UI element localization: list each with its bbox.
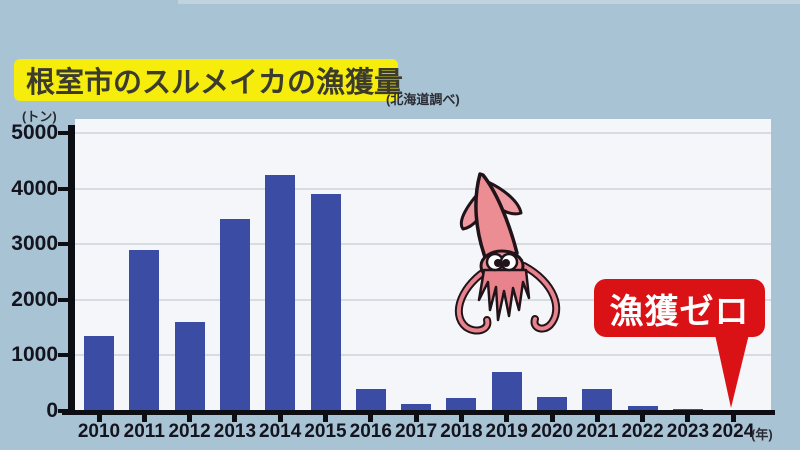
x-axis-tick-2012	[187, 415, 193, 422]
x-axis-tick-2021	[594, 415, 600, 422]
y-axis-tick-3000	[58, 242, 68, 247]
bar-2020	[537, 397, 567, 411]
bar-2022	[627, 406, 658, 411]
chart-title: 根室市のスルメイカの漁獲量	[26, 67, 404, 99]
x-axis-label-2010: 2010	[77, 421, 121, 442]
x-axis-label-2020: 2020	[530, 421, 574, 442]
bar-2018	[446, 398, 477, 411]
bar-2014	[265, 175, 296, 411]
x-axis-tick-2023	[685, 415, 691, 422]
source-note: (北海道調べ)	[386, 92, 460, 107]
gridline-3000	[75, 243, 771, 246]
x-axis-tick-2018	[458, 415, 464, 422]
y-axis-label-4000: 4000	[11, 176, 58, 200]
gridline-5000	[75, 132, 771, 134]
y-axis-tick-1000	[58, 353, 68, 358]
x-axis-tick-2010	[96, 415, 102, 422]
y-axis-tick-2000	[58, 297, 68, 302]
x-axis-line	[62, 410, 775, 415]
x-axis-tick-2015	[323, 415, 328, 422]
x-axis-tick-2020	[549, 415, 555, 422]
x-axis-tick-2019	[504, 415, 510, 422]
x-axis-tick-2024	[730, 415, 736, 422]
bar-2012	[174, 322, 205, 411]
zero-catch-callout: 漁獲ゼロ	[594, 279, 765, 337]
x-axis-label-2019: 2019	[485, 421, 528, 442]
x-axis-label-2022: 2022	[621, 421, 664, 442]
bar-2010	[84, 336, 114, 411]
y-axis-unit-label: (トン)	[22, 109, 57, 124]
x-axis-label-2014: 2014	[259, 421, 302, 442]
x-axis-tick-2013	[232, 415, 238, 422]
y-axis-label-1000: 1000	[11, 343, 58, 367]
x-axis-tick-2011	[141, 415, 147, 422]
x-axis-tick-2022	[640, 415, 646, 422]
bar-2016	[355, 389, 386, 411]
x-axis-label-2021: 2021	[576, 421, 619, 442]
zero-catch-label: 漁獲ゼロ	[609, 292, 750, 331]
y-axis-label-0: 0	[46, 399, 58, 422]
y-axis-tick-4000	[58, 186, 68, 191]
bar-2011	[129, 250, 160, 411]
squid-icon	[454, 172, 561, 335]
x-axis-label-2013: 2013	[213, 421, 257, 442]
y-axis-label-2000: 2000	[11, 287, 58, 311]
x-axis-label-2023: 2023	[666, 421, 710, 442]
bar-2019	[491, 372, 522, 411]
x-axis-tick-2017	[413, 415, 419, 422]
x-axis-label-2018: 2018	[440, 421, 483, 442]
bar-2015	[310, 194, 341, 411]
gridline-1000	[75, 354, 771, 357]
y-axis-tick-5000	[58, 131, 68, 135]
bar-2017	[401, 404, 432, 411]
gridline-2000	[75, 298, 771, 301]
x-axis-tick-2014	[277, 415, 283, 422]
x-axis-tick-2016	[368, 415, 374, 422]
bar-2013	[219, 219, 250, 411]
x-axis-label-2017: 2017	[394, 421, 438, 442]
gridline-4000	[75, 187, 771, 190]
top-sheen-strip	[178, 0, 800, 4]
chart-title-box: 根室市のスルメイカの漁獲量	[14, 59, 403, 101]
y-axis-label-5000: 5000	[11, 121, 58, 144]
x-axis-label-2011: 2011	[123, 421, 165, 442]
x-axis-label-2012: 2012	[168, 421, 211, 442]
x-axis-unit-label: (年)	[751, 427, 773, 442]
y-axis-label-3000: 3000	[11, 232, 58, 256]
x-axis-label-2024: 2024	[712, 421, 755, 442]
bar-2021	[582, 389, 613, 411]
y-axis-line	[68, 125, 75, 415]
x-axis-label-2016: 2016	[349, 421, 392, 442]
x-axis-label-2015: 2015	[304, 421, 347, 442]
